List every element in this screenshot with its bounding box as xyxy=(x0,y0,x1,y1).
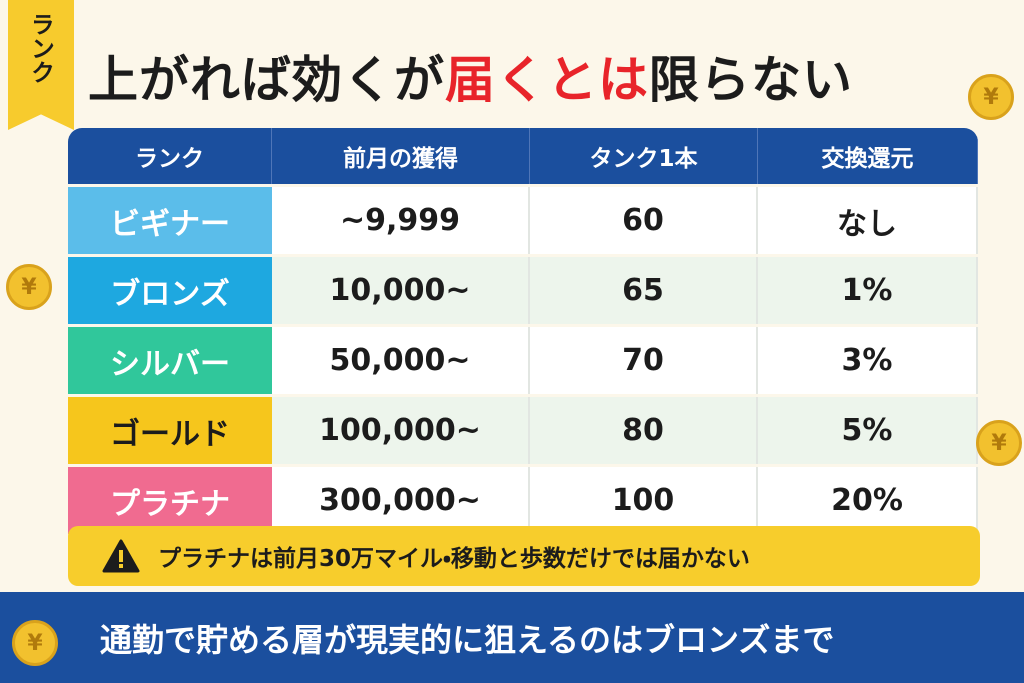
table-cell: 300,000~ xyxy=(272,467,530,534)
coin: ¥ xyxy=(968,74,1014,120)
rank-cell: ゴールド xyxy=(68,397,272,464)
table-row: シルバー 50,000~ 70 3% xyxy=(68,324,978,394)
note-text: プラチナは前月30万マイル・移動と歩数だけでは届かない xyxy=(158,546,750,572)
table-cell: 20% xyxy=(758,467,978,534)
table-cell: 65 xyxy=(530,257,758,324)
rank-table: ランク 前月の獲得 タンク1本 交換還元 ビギナー ~9,999 60 なし ブロンズ 10,00… xyxy=(68,128,978,534)
title-highlight: 届くとは xyxy=(445,51,649,109)
table-cell: ~9,999 xyxy=(272,187,530,254)
rank-cell: ブロンズ xyxy=(68,257,272,324)
table-cell: 80 xyxy=(530,397,758,464)
header-cell: タンク1本 xyxy=(530,128,758,184)
coin: ¥ xyxy=(12,620,58,666)
header-cell: ランク xyxy=(68,128,272,184)
coin: ¥ xyxy=(6,264,52,310)
table-cell: 100 xyxy=(530,467,758,534)
table-cell: 5% xyxy=(758,397,978,464)
table-cell: 50,000~ xyxy=(272,327,530,394)
table-row: ブロンズ 10,000~ 65 1% xyxy=(68,254,978,324)
warning-icon xyxy=(102,539,140,573)
header-row: ランク 前月の獲得 タンク1本 交換還元 xyxy=(68,128,978,184)
rank-cell: ビギナー xyxy=(68,187,272,254)
rank-cell: プラチナ xyxy=(68,467,272,534)
table-cell: 100,000~ xyxy=(272,397,530,464)
coin: ¥ xyxy=(976,420,1022,466)
footer-banner: 通勤で貯める層が現実的に狙えるのはブロンズまで xyxy=(0,592,1024,683)
title-text: 限らない xyxy=(649,51,853,109)
footer-text: 通勤で貯める層が現実的に狙えるのはブロンズまで xyxy=(100,620,835,659)
table-cell: 60 xyxy=(530,187,758,254)
table-cell: 10,000~ xyxy=(272,257,530,324)
table-row: ビギナー ~9,999 60 なし xyxy=(68,184,978,254)
table-row: ゴールド 100,000~ 80 5% xyxy=(68,394,978,464)
header-cell: 交換還元 xyxy=(758,128,978,184)
rank-cell: シルバー xyxy=(68,327,272,394)
note-box: プラチナは前月30万マイル・移動と歩数だけでは届かない xyxy=(68,526,980,586)
table-cell: なし xyxy=(758,187,978,254)
title-text: 上がれば効くが xyxy=(88,51,445,109)
table-cell: 70 xyxy=(530,327,758,394)
header-cell: 前月の獲得 xyxy=(272,128,530,184)
title: 上がれば効くが届くとは限らない xyxy=(88,40,968,112)
table-cell: 3% xyxy=(758,327,978,394)
table-row: プラチナ 300,000~ 100 20% xyxy=(68,464,978,534)
badge: ランク xyxy=(8,0,74,130)
table-cell: 1% xyxy=(758,257,978,324)
